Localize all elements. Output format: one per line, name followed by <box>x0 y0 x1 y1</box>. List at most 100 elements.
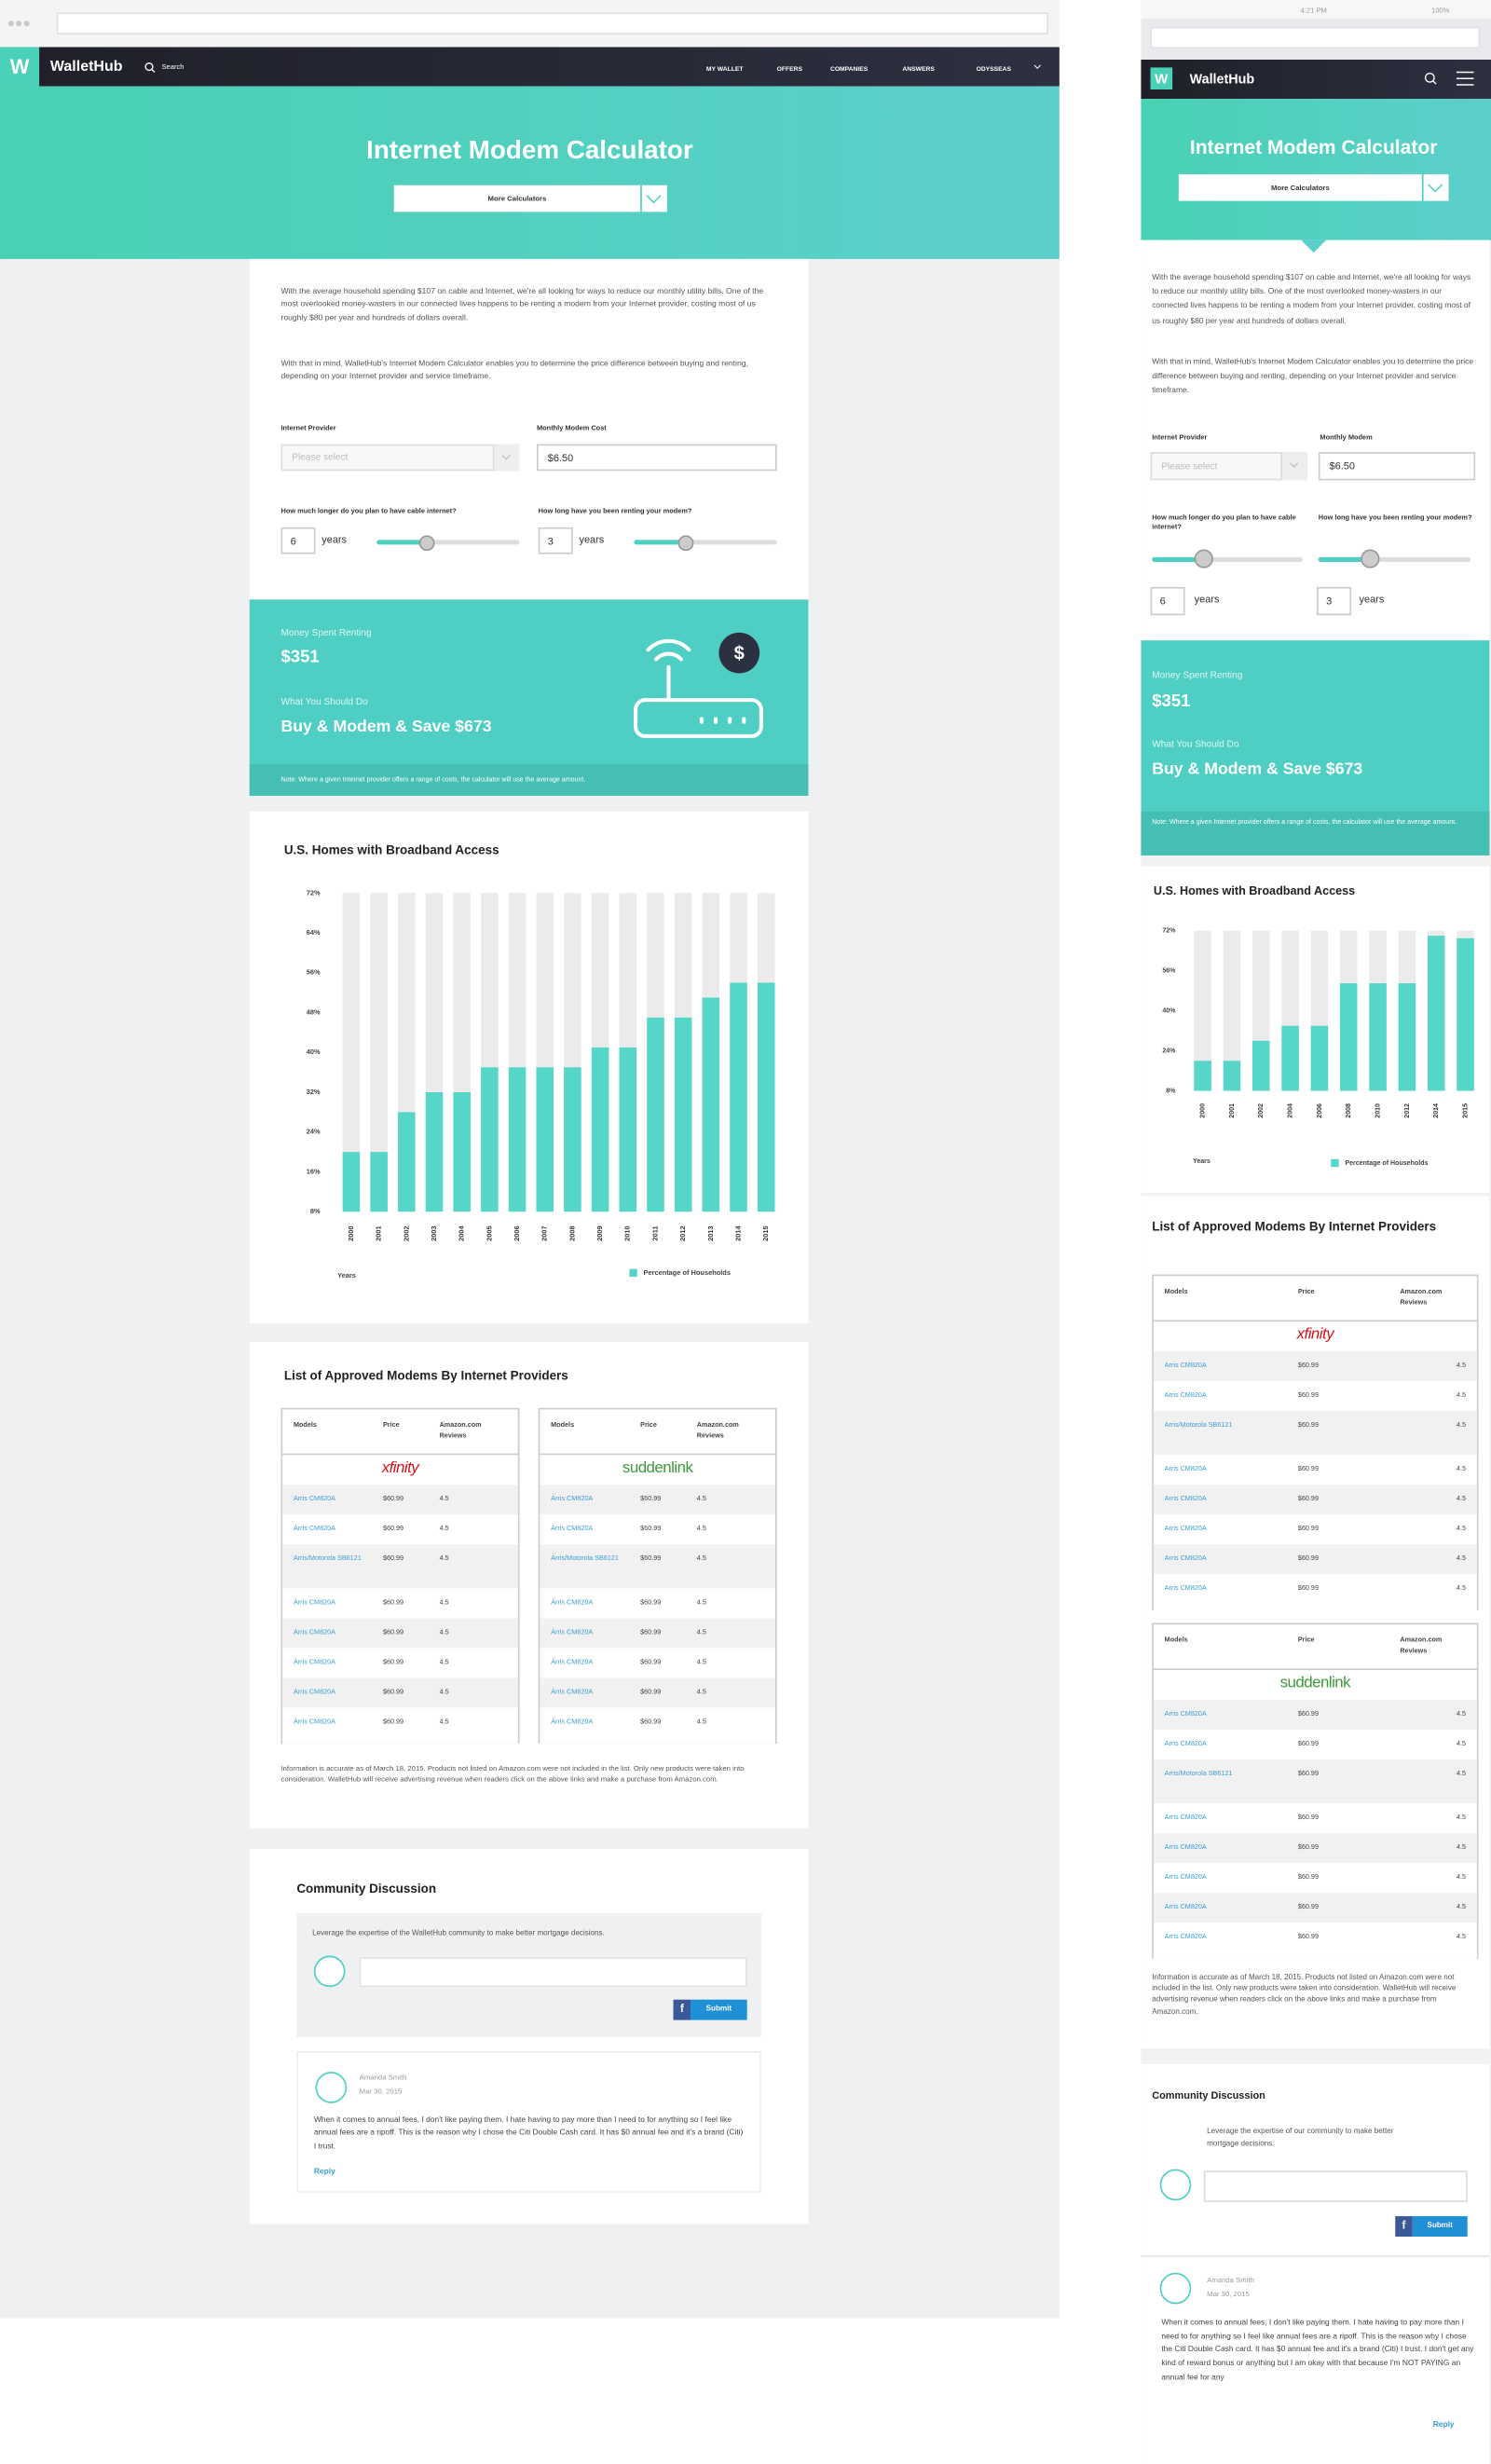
table-header: Amazon.com Reviews <box>439 1420 482 1439</box>
model-link[interactable]: Arris CM820A <box>1164 1361 1207 1369</box>
field-label: Monthly Modem Cost <box>537 423 607 432</box>
search-input[interactable] <box>1150 26 1481 49</box>
logo[interactable]: WalletHub <box>49 58 123 75</box>
menu-item[interactable]: MY WALLET <box>705 63 744 72</box>
model-link[interactable]: Arris CM820A <box>293 1687 336 1695</box>
table-header: Models <box>293 1420 317 1429</box>
model-link[interactable]: Arris/Motorola SB6121 <box>293 1554 362 1562</box>
table-header: Price <box>1297 1635 1315 1644</box>
slider-track[interactable] <box>1152 556 1303 562</box>
unit: years <box>1359 595 1385 607</box>
model-link[interactable]: Arris CM820A <box>551 1627 594 1636</box>
menu-item[interactable]: ANSWERS <box>902 63 935 72</box>
model-link[interactable]: Arris CM820A <box>293 1597 336 1606</box>
years-input[interactable]: 6 <box>1150 586 1185 616</box>
model-link[interactable]: Arris CM820A <box>551 1687 594 1695</box>
slider-knob[interactable] <box>1361 549 1380 568</box>
dropdown-toggle[interactable] <box>1421 173 1449 201</box>
model-link[interactable]: Arris CM820A <box>293 1657 336 1665</box>
reply-link[interactable]: Reply <box>1432 2420 1455 2430</box>
result-label: Money Spent Renting <box>280 629 372 639</box>
menu-icon[interactable] <box>1456 71 1474 86</box>
logo-mark[interactable]: W <box>0 47 40 87</box>
years-input[interactable]: 6 <box>280 527 316 554</box>
footnote: Information is accurate as of March 18, … <box>1152 1974 1457 2017</box>
model-link[interactable]: Arris CM820A <box>1164 1524 1207 1532</box>
years-input[interactable]: 3 <box>1317 586 1352 616</box>
address-bar[interactable] <box>56 12 1049 35</box>
table-cell: 4.5 <box>696 1627 706 1636</box>
model-link[interactable]: Arris CM820A <box>551 1524 594 1532</box>
slider-track[interactable] <box>634 540 777 545</box>
model-link[interactable]: Arris/Motorola SB6121 <box>551 1554 619 1562</box>
model-link[interactable]: Arris CM820A <box>1164 1390 1207 1399</box>
table-cell: 4.5 <box>1456 1361 1467 1369</box>
model-link[interactable]: Arris CM820A <box>293 1627 336 1636</box>
table-row <box>281 1618 519 1649</box>
facebook-icon[interactable]: f <box>673 1999 691 2020</box>
comment-input[interactable] <box>1203 2170 1468 2202</box>
menu-item[interactable]: ODYSSEAS <box>976 63 1012 72</box>
model-link[interactable]: Arris CM820A <box>1164 1583 1207 1592</box>
model-link[interactable]: Arris CM820A <box>1164 1872 1207 1881</box>
model-link[interactable]: Arris/Motorola SB6121 <box>1164 1769 1233 1777</box>
years-input[interactable]: 3 <box>538 527 573 554</box>
model-link[interactable]: Arris CM820A <box>293 1524 336 1532</box>
model-link[interactable]: Arris CM820A <box>293 1717 336 1725</box>
table-cell: 4.5 <box>439 1597 449 1606</box>
select-arrow[interactable] <box>1280 452 1307 481</box>
submit-button[interactable]: Submit <box>691 1999 747 2020</box>
slider-knob[interactable] <box>677 534 694 551</box>
submit-button[interactable]: Submit <box>1412 2216 1468 2238</box>
model-link[interactable]: Arris CM820A <box>1164 1842 1207 1851</box>
slider-track[interactable] <box>1318 556 1471 562</box>
model-link[interactable]: Arris CM820A <box>1164 1902 1207 1910</box>
model-link[interactable]: Arris CM820A <box>293 1494 336 1502</box>
model-link[interactable]: Arris CM820A <box>551 1717 594 1725</box>
table-row <box>1153 1514 1478 1545</box>
cost-input[interactable]: $6.50 <box>537 444 777 472</box>
comment-input[interactable] <box>359 1957 747 1988</box>
search-icon[interactable] <box>1424 72 1437 85</box>
table-header-rule <box>280 1453 520 1455</box>
logo-mark[interactable]: W <box>1150 67 1173 90</box>
select-arrow[interactable] <box>492 444 520 472</box>
status-bar <box>1141 0 1491 20</box>
model-link[interactable]: Arris CM820A <box>1164 1813 1207 1821</box>
table-header-rule <box>1152 1320 1479 1321</box>
logo[interactable]: WalletHub <box>1189 70 1255 87</box>
menu-item[interactable]: OFFERS <box>776 63 803 72</box>
provider-select[interactable]: Please select <box>280 444 520 472</box>
slider-knob[interactable] <box>418 534 435 551</box>
comment-author[interactable]: Amanda Smith <box>1207 2276 1254 2284</box>
slider-track[interactable] <box>376 540 520 545</box>
reply-link[interactable]: Reply <box>313 2167 335 2178</box>
model-link[interactable]: Arris CM820A <box>1164 1554 1207 1562</box>
table-cell: $60.99 <box>1297 1583 1320 1592</box>
model-link[interactable]: Arris CM820A <box>1164 1932 1207 1940</box>
slider-knob[interactable] <box>1194 549 1213 568</box>
chevron <box>501 455 511 460</box>
table-cell: $60.99 <box>1297 1361 1320 1369</box>
model-link[interactable]: Arris CM820A <box>551 1494 594 1502</box>
facebook-icon[interactable]: f <box>1395 2216 1413 2238</box>
model-link[interactable]: Arris CM820A <box>1164 1494 1207 1502</box>
x-tick-label: 2008 <box>1346 1103 1352 1118</box>
calculators-button[interactable]: More Calculators <box>1178 173 1422 201</box>
table-cell: 4.5 <box>1456 1813 1467 1821</box>
search-icon[interactable] <box>144 62 156 73</box>
model-link[interactable]: Arris CM820A <box>1164 1709 1207 1718</box>
cost-input[interactable]: $6.50 <box>1318 452 1476 481</box>
dropdown-toggle[interactable] <box>640 185 667 212</box>
model-link[interactable]: Arris CM820A <box>1164 1739 1207 1747</box>
comment-author[interactable]: Amanda Smith <box>359 2073 407 2082</box>
model-link[interactable]: Arris CM820A <box>1164 1464 1207 1472</box>
model-link[interactable]: Arris/Motorola SB6121 <box>1164 1420 1233 1429</box>
search[interactable]: Search <box>161 62 185 71</box>
menu-item[interactable]: COMPANIES <box>829 63 869 72</box>
model-link[interactable]: Arris CM820A <box>551 1657 594 1665</box>
bar <box>425 1092 444 1212</box>
calculators-button[interactable]: More Calculators <box>393 185 641 212</box>
model-link[interactable]: Arris CM820A <box>551 1597 594 1606</box>
